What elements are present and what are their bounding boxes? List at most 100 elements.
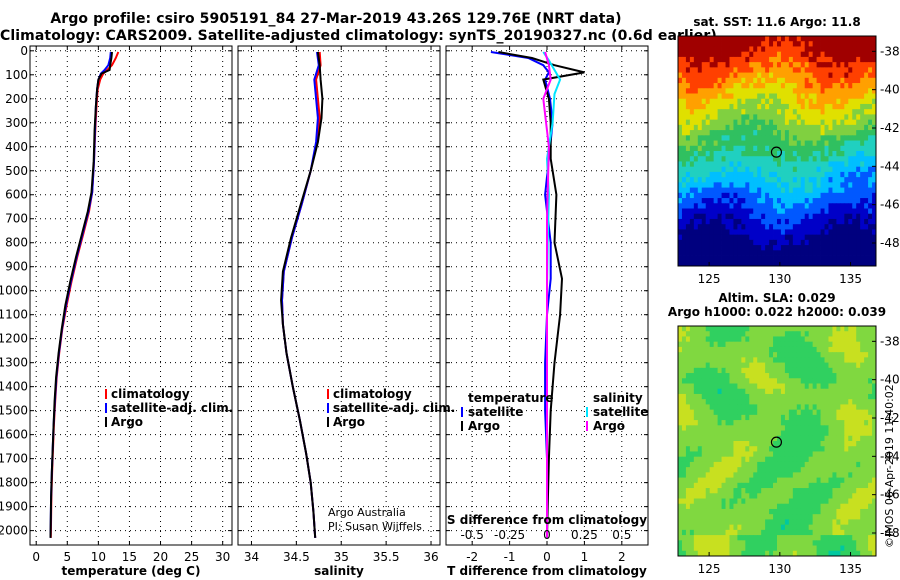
map-cell xyxy=(733,472,738,478)
map-cell xyxy=(773,461,778,468)
map-cell xyxy=(725,493,730,499)
map-cell xyxy=(685,103,691,110)
map-cell xyxy=(836,529,841,536)
map-cell xyxy=(804,145,810,152)
map-cell xyxy=(745,83,750,89)
map-cell xyxy=(678,198,683,204)
map-cell xyxy=(773,130,778,136)
map-cell xyxy=(741,135,746,141)
map-cell xyxy=(780,493,786,499)
map-cell xyxy=(856,352,861,358)
map-cell xyxy=(832,260,837,267)
map-cell xyxy=(717,378,722,384)
map-cell xyxy=(828,482,833,489)
map-cell xyxy=(765,260,770,267)
map-cell xyxy=(777,208,782,215)
map-cell xyxy=(769,514,774,520)
map-cell xyxy=(757,88,762,94)
map-cell xyxy=(836,441,841,447)
map-cell xyxy=(749,467,754,473)
map-cell xyxy=(741,477,746,484)
map-cell xyxy=(808,72,814,79)
map-cell xyxy=(685,255,691,262)
map-cell xyxy=(741,467,746,473)
map-cell xyxy=(836,198,841,204)
map-cell xyxy=(808,498,814,505)
map-cell xyxy=(733,260,738,267)
map-cell xyxy=(824,451,829,458)
map-cell xyxy=(836,519,841,526)
map-cell xyxy=(816,441,821,447)
map-cell xyxy=(824,67,829,73)
map-cell xyxy=(800,508,806,515)
map-cell xyxy=(828,326,833,332)
map-cell xyxy=(725,56,730,63)
map-cell xyxy=(709,156,715,162)
map-cell xyxy=(840,130,845,136)
map-cell xyxy=(828,420,833,426)
map-cell xyxy=(856,482,861,489)
map-cell xyxy=(769,224,774,230)
map-cell xyxy=(872,461,877,468)
map-cell xyxy=(729,218,734,225)
map-cell xyxy=(828,177,833,183)
map-cell xyxy=(769,229,774,236)
map-cell xyxy=(808,213,814,220)
map-cell xyxy=(828,192,833,199)
map-cell xyxy=(681,109,687,115)
map-cell xyxy=(773,550,778,557)
map-cell xyxy=(737,524,742,531)
map-cell xyxy=(749,250,754,256)
map-cell xyxy=(697,446,703,452)
map-cell xyxy=(693,218,699,225)
map-cell xyxy=(828,404,833,411)
map-cell xyxy=(705,357,711,363)
map-cell xyxy=(725,161,730,168)
map-cell xyxy=(780,245,786,251)
map-cell xyxy=(733,331,738,337)
map-cell xyxy=(733,250,738,256)
map-cell xyxy=(832,229,837,236)
map-cell xyxy=(788,446,794,452)
map-cell xyxy=(693,367,699,374)
map-cell xyxy=(824,425,829,431)
map-cell xyxy=(705,545,711,552)
map-cell xyxy=(681,477,687,484)
map-cell xyxy=(860,472,865,478)
map-cell xyxy=(685,119,691,126)
map-cell xyxy=(832,46,837,53)
map-cell xyxy=(852,529,857,536)
map-cell xyxy=(689,203,695,209)
map-cell xyxy=(733,239,738,246)
map-cell xyxy=(737,472,742,478)
map-cell xyxy=(820,529,825,536)
map-cell xyxy=(753,124,758,131)
map-cell xyxy=(852,224,857,230)
map-cell xyxy=(733,336,738,343)
map-cell xyxy=(872,156,877,162)
map-cell xyxy=(761,234,766,241)
map-cell xyxy=(824,234,829,241)
map-cell xyxy=(693,208,699,215)
map-cell xyxy=(705,177,711,183)
map-cell xyxy=(753,425,758,431)
map-cell xyxy=(788,46,794,53)
map-cell xyxy=(721,77,726,84)
map-cell xyxy=(777,373,782,379)
map-cell xyxy=(701,514,707,520)
map-cell xyxy=(725,83,730,89)
map-cell xyxy=(721,103,726,110)
map-cell xyxy=(697,409,703,416)
map-cell xyxy=(792,135,798,141)
map-cell xyxy=(872,524,877,531)
map-cell xyxy=(725,550,730,557)
map-cell xyxy=(721,451,726,458)
map-cell xyxy=(761,341,766,348)
map-cell xyxy=(693,192,699,199)
map-cell xyxy=(725,198,730,204)
map-cell xyxy=(848,245,853,251)
map-cell xyxy=(717,535,722,541)
map-cell xyxy=(820,203,825,209)
map-cell xyxy=(868,446,873,452)
map-cell xyxy=(784,124,790,131)
